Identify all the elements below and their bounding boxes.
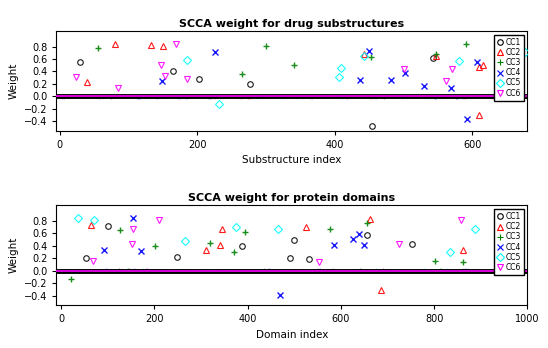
X-axis label: Substructure index: Substructure index	[242, 155, 341, 165]
Title: SCCA weight for protein domains: SCCA weight for protein domains	[189, 193, 396, 203]
Y-axis label: Weight: Weight	[8, 237, 18, 274]
Legend: CC1, CC2, CC3, CC4, CC5, CC6: CC1, CC2, CC3, CC4, CC5, CC6	[494, 209, 523, 275]
Legend: CC1, CC2, CC3, CC4, CC5, CC6: CC1, CC2, CC3, CC4, CC5, CC6	[494, 35, 523, 101]
X-axis label: Domain index: Domain index	[256, 330, 328, 340]
Y-axis label: Weight: Weight	[8, 63, 18, 99]
Title: SCCA weight for drug substructures: SCCA weight for drug substructures	[179, 19, 404, 29]
